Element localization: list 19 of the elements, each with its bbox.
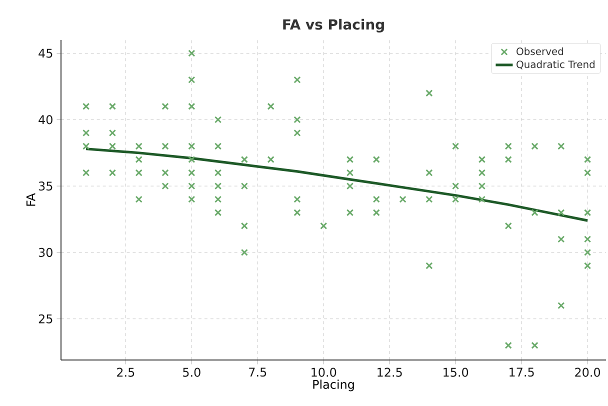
line-series bbox=[84, 148, 589, 222]
chart-title: FA vs Placing bbox=[283, 18, 384, 33]
legend-label: Quadratic Trend bbox=[516, 60, 594, 70]
legend-label: Observed bbox=[516, 47, 564, 56]
x-tick-label: 20.0 bbox=[575, 368, 600, 377]
y-axis-title: FA bbox=[26, 193, 36, 206]
y-tick-label: 45 bbox=[38, 48, 52, 58]
x-tick-label: 15.0 bbox=[444, 368, 468, 377]
y-tick-label: 30 bbox=[38, 248, 52, 257]
y-tick-label: 25 bbox=[38, 314, 52, 324]
x-tick-label: 17.5 bbox=[510, 368, 534, 377]
x-tick-label: 2.5 bbox=[117, 368, 134, 377]
y-tick-label: 35 bbox=[38, 182, 52, 191]
y-tick-label: 40 bbox=[38, 115, 52, 124]
x-tick-label: 7.5 bbox=[249, 368, 266, 377]
x-axis-title: Placing bbox=[313, 380, 354, 392]
x-tick-label: 10.0 bbox=[312, 368, 336, 377]
x-tick-label: 5.0 bbox=[183, 368, 200, 377]
x-tick-label: 12.5 bbox=[378, 368, 402, 377]
